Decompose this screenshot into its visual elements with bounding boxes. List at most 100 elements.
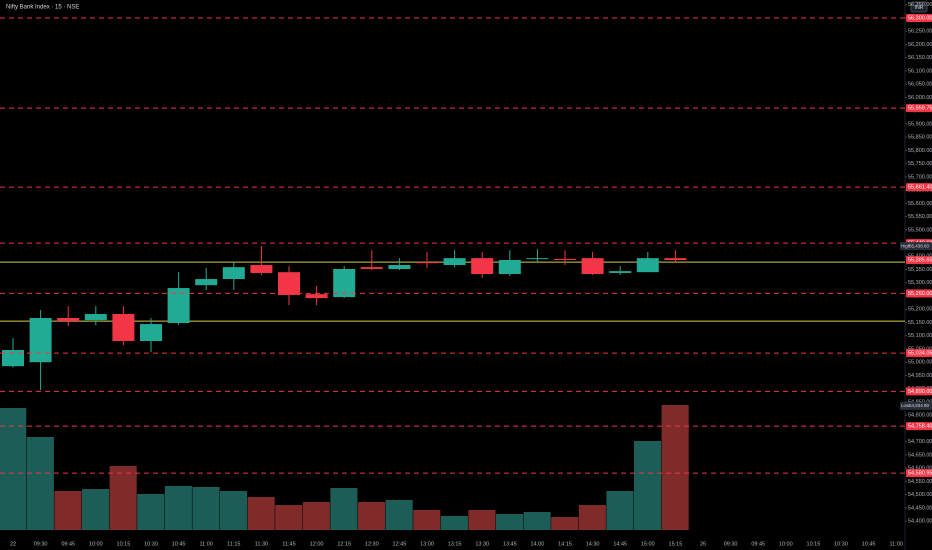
y-tick-label: 55,600.00 [908, 201, 932, 207]
x-tick-label: 11:30 [255, 541, 268, 547]
marker-label: 54,834.90 [909, 403, 930, 408]
candle-body [57, 317, 80, 322]
level-label: 54,580.95 [908, 471, 932, 477]
x-tick-label: 10:00 [89, 541, 103, 547]
level-label: 55,661.40 [908, 185, 932, 191]
level-label: 54,758.40 [908, 424, 932, 430]
level-label: 55,260.00 [908, 291, 932, 297]
y-tick-label: 54,800.00 [908, 413, 932, 419]
x-tick-label: 10:30 [834, 541, 848, 547]
candle-body [333, 269, 356, 298]
x-tick-label: 09:45 [751, 541, 765, 547]
y-tick-label: 54,700.00 [908, 439, 932, 445]
candle-body [526, 258, 549, 260]
last-price-label: 55,385.65 [908, 258, 932, 264]
candle-body [222, 267, 245, 280]
x-tick-label: 15:00 [641, 541, 655, 547]
candle-body [664, 258, 687, 260]
chart-title: Nifty Bank Index · 15 · NSE [6, 5, 79, 11]
volume-bar [26, 437, 54, 530]
volume-bar [385, 500, 413, 530]
candle-body [2, 350, 24, 367]
candle-body [195, 279, 218, 286]
marker-tag [900, 401, 932, 410]
x-tick-label: 22 [10, 541, 16, 547]
y-tick-label: 55,150.00 [908, 320, 932, 326]
y-tick-label: 56,200.00 [908, 42, 932, 48]
x-tick-label: 10:45 [172, 541, 186, 547]
y-tick-label: 56,050.00 [908, 82, 932, 88]
x-tick-label: 11:00 [890, 541, 903, 547]
y-tick-label: 55,700.00 [908, 174, 932, 180]
x-tick-label: 09:30 [724, 541, 738, 547]
level-tag [906, 349, 932, 358]
volume-bar [137, 494, 165, 530]
level-tag [906, 104, 932, 113]
x-tick-label: 12:30 [365, 541, 379, 547]
x-tick-label: 12:45 [393, 541, 407, 547]
candle-body [278, 272, 300, 295]
volume-bar [358, 502, 386, 530]
y-tick-label: 54,950.00 [908, 373, 932, 379]
level-tag [906, 469, 932, 478]
marker-label: 55,438.60 [909, 243, 930, 248]
x-tick-label: 10:30 [144, 541, 158, 547]
y-tick-label: 54,500.00 [908, 492, 932, 498]
y-tick-label: 54,600.00 [908, 466, 932, 472]
volume-bar [634, 441, 662, 530]
volume-bar [523, 512, 551, 530]
y-tick-label: 54,400.00 [908, 519, 932, 525]
x-tick-label: 10:45 [862, 541, 876, 547]
x-tick-label: 11:45 [282, 541, 295, 547]
x-tick-label: 12:00 [310, 541, 324, 547]
y-tick-label: 55,300.00 [908, 280, 932, 286]
candle-body [388, 265, 411, 270]
y-tick-label: 55,800.00 [908, 148, 932, 154]
y-tick-label: 55,850.00 [908, 135, 932, 141]
volume-bar [578, 505, 606, 530]
level-tag [906, 14, 932, 23]
candle-body [581, 258, 604, 275]
y-tick-label: 55,100.00 [908, 333, 932, 339]
y-tick-label: 55,550.00 [908, 214, 932, 220]
y-tick-label: 56,250.00 [908, 29, 932, 35]
level-tag [906, 387, 932, 396]
x-tick-label: 09:30 [34, 541, 48, 547]
volume-bar [0, 408, 27, 530]
candle-body [636, 258, 659, 273]
volume-bar [275, 505, 303, 530]
marker-name: Low [901, 403, 910, 408]
y-tick-label: 56,150.00 [908, 55, 932, 61]
x-tick-label: 14:00 [531, 541, 545, 547]
x-tick-label: 09:45 [61, 541, 75, 547]
y-tick-label: 56,100.00 [908, 68, 932, 74]
y-tick-label: 55,000.00 [908, 360, 932, 366]
x-tick-label: 11:15 [227, 541, 240, 547]
x-tick-label: 14:30 [586, 541, 600, 547]
volume-bar [551, 517, 579, 530]
y-tick-label: 55,500.00 [908, 227, 932, 233]
x-tick-label: 13:00 [420, 541, 434, 547]
x-tick-label: 13:15 [448, 541, 462, 547]
candle-body [443, 258, 466, 266]
candle-body [471, 258, 494, 275]
currency[interactable]: INR [915, 5, 924, 11]
y-tick-label: 55,750.00 [908, 161, 932, 167]
candle-body [140, 324, 162, 342]
x-tick-label: 10:15 [807, 541, 821, 547]
volume-bar [468, 510, 496, 530]
y-tick-label: 56,000.00 [908, 95, 932, 101]
volume-bar [247, 497, 275, 530]
candle-body [416, 262, 438, 264]
level-tag [906, 289, 932, 298]
level-tag [906, 183, 932, 192]
volume-bar [192, 487, 220, 530]
volume-bar [82, 489, 110, 530]
marker-tag [900, 242, 932, 251]
currency-box[interactable] [910, 1, 928, 13]
level-label: 56,300.00 [908, 15, 932, 21]
volume-bar [330, 488, 358, 530]
volume-bar [109, 466, 137, 530]
level-tag [906, 422, 932, 431]
